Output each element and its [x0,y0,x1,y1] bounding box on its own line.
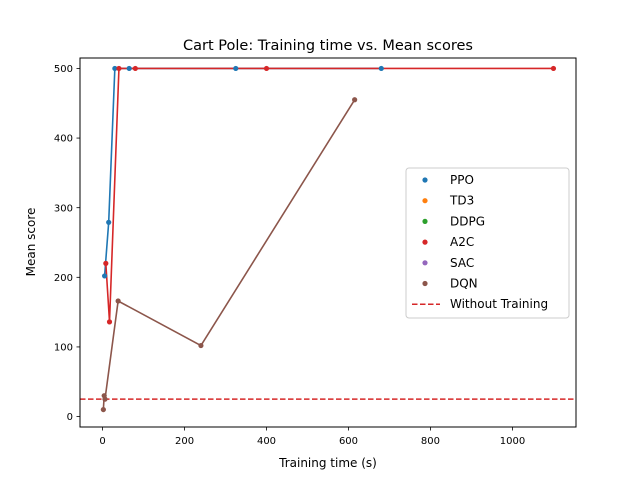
legend-label-ppo: PPO [450,173,474,187]
y-tick-label: 0 [67,412,73,423]
data-point-ppo [112,65,118,72]
chart-title: Cart Pole: Training time vs. Mean scores [183,38,473,54]
legend-label-sac: SAC [450,256,474,270]
y-axis-ticks: 0 100 200 300 400 500 [54,64,80,423]
legend-marker-ddpg [422,218,428,224]
x-tick-label: 800 [421,436,440,447]
data-point-dqn [100,406,106,413]
data-point-dqn [115,298,121,304]
x-axis-label: Training time (s) [278,456,377,470]
legend: PPO TD3 DDPG A2C SAC DQN Without Training [405,167,570,319]
legend-label-td3: TD3 [449,194,474,208]
data-point-dqn [102,396,108,402]
x-tick-label: 0 [99,436,105,447]
y-tick-label: 200 [54,273,73,284]
legend-marker-td3 [422,198,428,204]
y-tick-label: 400 [54,134,73,145]
data-point-ppo [106,219,112,225]
x-tick-label: 600 [339,436,358,447]
data-point-ppo [378,65,384,72]
legend-label-without-training: Without Training [450,297,548,311]
data-point-a2c [103,260,109,266]
data-point-ppo [233,65,239,72]
x-tick-label: 400 [257,436,276,447]
y-tick-label: 100 [54,343,73,354]
legend-box [405,167,570,319]
legend-label-a2c: A2C [450,235,474,249]
legend-marker-ppo [422,177,428,183]
data-point-dqn [198,342,204,349]
x-tick-label: 200 [175,436,194,447]
axes-frame [79,57,577,428]
legend-marker-sac [422,260,428,266]
plot-area [80,65,576,413]
y-axis-label: Mean score [24,208,38,277]
y-tick-label: 300 [54,203,73,214]
data-point-a2c [106,319,113,325]
x-tick-label: 1000 [500,436,525,447]
y-tick-label: 500 [54,64,73,75]
data-point-a2c [263,65,270,72]
data-point-a2c [550,65,557,72]
legend-marker-a2c [422,239,428,245]
x-axis-ticks: 0 200 400 600 800 1000 [99,427,525,447]
data-point-a2c [116,65,122,72]
data-point-a2c [132,65,138,72]
data-point-ppo [126,65,132,72]
data-point-dqn [352,97,358,103]
data-point-ppo [101,273,108,279]
legend-label-dqn: DQN [450,277,478,291]
legend-marker-dqn [422,280,428,287]
legend-label-ddpg: DDPG [450,214,485,228]
